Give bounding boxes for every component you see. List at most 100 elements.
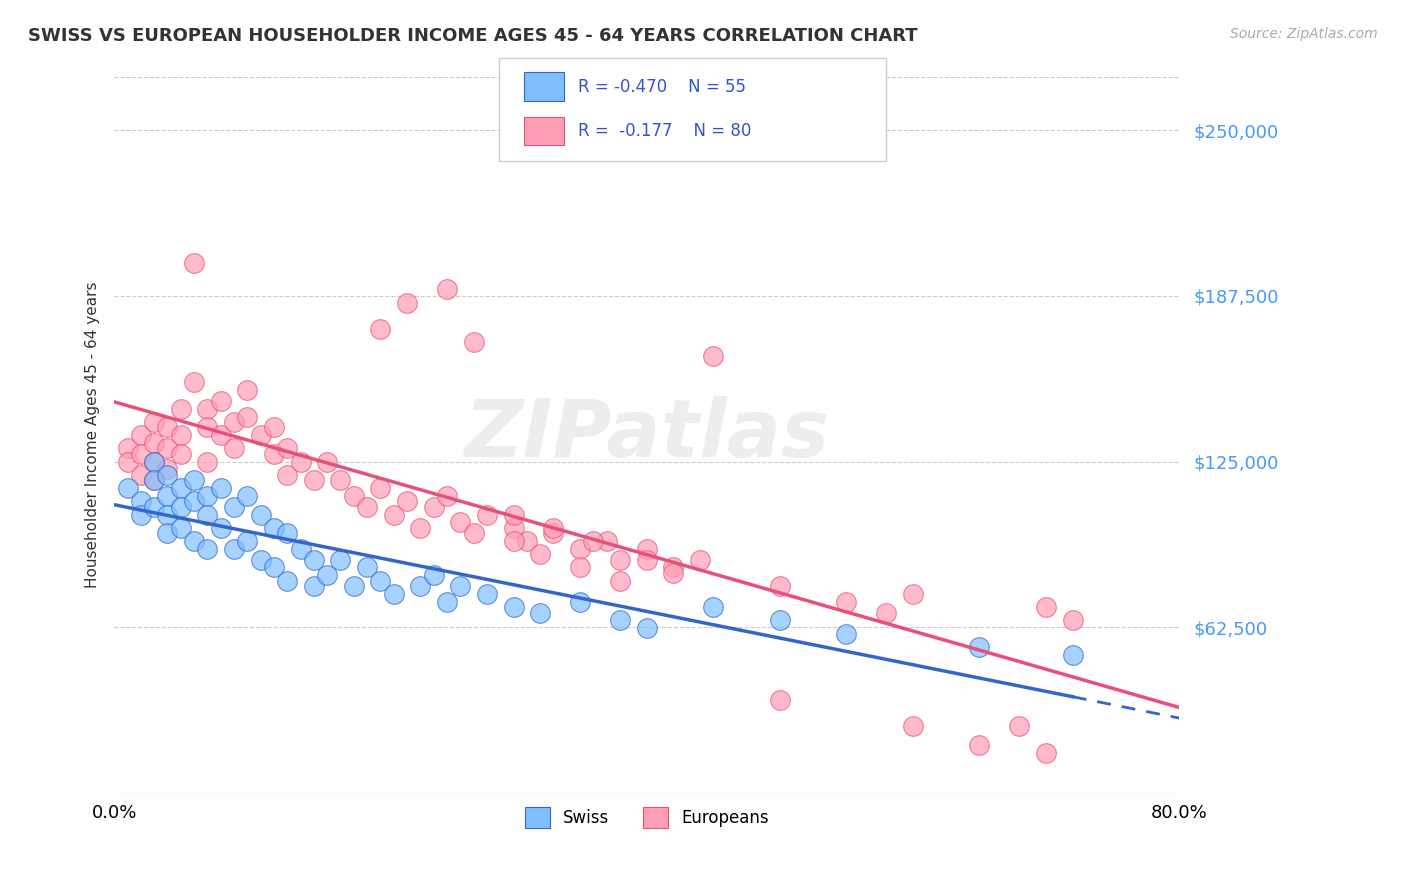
Point xyxy=(222,541,245,556)
Point xyxy=(156,420,179,434)
Point xyxy=(502,600,524,615)
Point xyxy=(609,552,631,566)
Point xyxy=(249,428,271,442)
Point xyxy=(329,552,352,566)
Point xyxy=(195,489,218,503)
Point xyxy=(117,454,139,468)
Point xyxy=(129,447,152,461)
Point xyxy=(689,552,711,566)
Point xyxy=(382,508,405,522)
Legend: Swiss, Europeans: Swiss, Europeans xyxy=(517,801,775,834)
Point xyxy=(463,335,485,350)
Point xyxy=(409,521,432,535)
Point xyxy=(516,534,538,549)
Point xyxy=(409,579,432,593)
Point xyxy=(502,534,524,549)
Point xyxy=(236,383,259,397)
Point xyxy=(370,481,392,495)
Point xyxy=(263,447,285,461)
Point xyxy=(475,587,498,601)
Point xyxy=(236,534,259,549)
Point xyxy=(769,579,792,593)
Point xyxy=(609,614,631,628)
Point xyxy=(170,521,193,535)
Point xyxy=(901,719,924,733)
Point xyxy=(222,442,245,456)
Point xyxy=(343,579,366,593)
Point xyxy=(209,428,232,442)
Point xyxy=(636,552,658,566)
Point xyxy=(290,541,312,556)
Point xyxy=(662,560,685,574)
Point xyxy=(343,489,366,503)
Point xyxy=(195,508,218,522)
Point xyxy=(183,494,205,508)
Point xyxy=(543,521,565,535)
Point xyxy=(170,500,193,514)
Point xyxy=(156,526,179,541)
Point xyxy=(449,579,471,593)
Point xyxy=(156,467,179,482)
Point xyxy=(143,415,166,429)
Point xyxy=(356,500,378,514)
Point xyxy=(195,541,218,556)
Point xyxy=(329,473,352,487)
Point xyxy=(209,481,232,495)
Point xyxy=(170,447,193,461)
Point xyxy=(636,622,658,636)
Point xyxy=(436,282,458,296)
Point xyxy=(1062,648,1084,662)
Point xyxy=(475,508,498,522)
Text: R = -0.470    N = 55: R = -0.470 N = 55 xyxy=(578,78,745,95)
Point xyxy=(609,574,631,588)
Point xyxy=(170,428,193,442)
Point xyxy=(436,595,458,609)
Point xyxy=(236,489,259,503)
Point xyxy=(502,521,524,535)
Point xyxy=(129,428,152,442)
Point xyxy=(183,375,205,389)
Point xyxy=(170,481,193,495)
Point xyxy=(129,508,152,522)
Point xyxy=(263,420,285,434)
Point xyxy=(195,401,218,416)
Point xyxy=(195,454,218,468)
Point xyxy=(463,526,485,541)
Point xyxy=(156,489,179,503)
Point xyxy=(290,454,312,468)
Point xyxy=(236,409,259,424)
Point xyxy=(249,508,271,522)
Y-axis label: Householder Income Ages 45 - 64 years: Householder Income Ages 45 - 64 years xyxy=(86,282,100,589)
Text: R =  -0.177    N = 80: R = -0.177 N = 80 xyxy=(578,122,751,140)
Point xyxy=(129,494,152,508)
Point xyxy=(117,442,139,456)
Point xyxy=(569,595,592,609)
Point xyxy=(969,738,991,752)
Point xyxy=(1035,600,1057,615)
Point xyxy=(702,600,724,615)
Point xyxy=(302,473,325,487)
Point xyxy=(835,626,858,640)
Point xyxy=(370,322,392,336)
Point xyxy=(769,614,792,628)
Point xyxy=(702,349,724,363)
Point xyxy=(222,415,245,429)
Point xyxy=(662,566,685,580)
Point xyxy=(143,436,166,450)
Point xyxy=(569,560,592,574)
Point xyxy=(302,579,325,593)
Point xyxy=(422,500,444,514)
Point xyxy=(569,541,592,556)
Point xyxy=(222,500,245,514)
Point xyxy=(449,516,471,530)
Point xyxy=(249,552,271,566)
Point xyxy=(263,560,285,574)
Point xyxy=(543,526,565,541)
Point xyxy=(209,393,232,408)
Point xyxy=(170,401,193,416)
Text: Source: ZipAtlas.com: Source: ZipAtlas.com xyxy=(1230,27,1378,41)
Point xyxy=(316,568,339,582)
Point xyxy=(195,420,218,434)
Point xyxy=(143,473,166,487)
Point xyxy=(396,295,419,310)
